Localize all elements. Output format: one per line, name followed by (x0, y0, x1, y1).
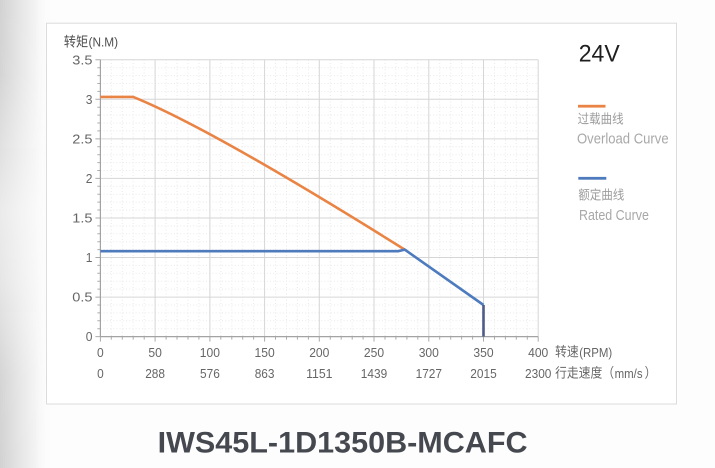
svg-text:100: 100 (200, 345, 220, 360)
svg-text:(N.M): (N.M) (89, 35, 119, 50)
svg-text:(RPM): (RPM) (579, 345, 612, 360)
svg-text:863: 863 (255, 366, 275, 381)
svg-text:24V: 24V (579, 40, 620, 67)
svg-text:150: 150 (255, 345, 275, 360)
svg-text:200: 200 (309, 345, 329, 360)
svg-text:3.5: 3.5 (72, 52, 92, 67)
svg-text:400: 400 (528, 345, 548, 360)
svg-text:mm/s: mm/s (615, 366, 643, 381)
svg-text:576: 576 (200, 366, 220, 381)
svg-text:288: 288 (145, 366, 165, 381)
svg-text:250: 250 (364, 345, 384, 360)
svg-text:1727: 1727 (416, 366, 442, 381)
svg-text:2300: 2300 (525, 366, 551, 381)
svg-text:1.5: 1.5 (72, 211, 92, 226)
svg-text:1151: 1151 (306, 366, 332, 381)
svg-text:3: 3 (86, 92, 93, 107)
svg-text:2: 2 (86, 171, 93, 186)
svg-text:300: 300 (419, 345, 439, 360)
svg-text:Overload Curve: Overload Curve (577, 131, 669, 148)
svg-text:1: 1 (86, 250, 93, 265)
svg-text:0: 0 (97, 345, 104, 360)
svg-text:0.5: 0.5 (72, 290, 92, 305)
svg-text:350: 350 (473, 345, 493, 360)
svg-text:IWS45L-1D1350B-MCAFC: IWS45L-1D1350B-MCAFC (158, 426, 528, 459)
svg-text:2015: 2015 (470, 366, 496, 381)
svg-text:0: 0 (97, 366, 104, 381)
svg-text:Rated Curve: Rated Curve (579, 207, 649, 224)
svg-text:0: 0 (86, 329, 93, 344)
svg-text:50: 50 (148, 345, 162, 360)
svg-text:1439: 1439 (361, 366, 387, 381)
svg-text:2.5: 2.5 (72, 132, 92, 147)
